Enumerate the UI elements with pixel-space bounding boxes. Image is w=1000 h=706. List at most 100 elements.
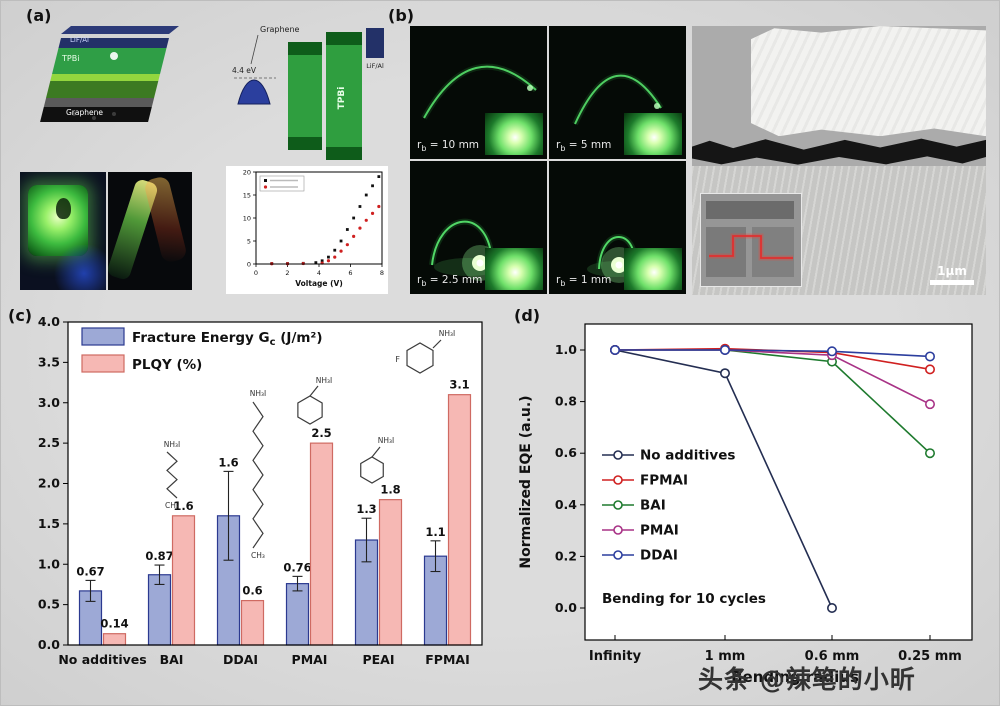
svg-text:NH₃I: NH₃I <box>316 376 332 385</box>
svg-text:1.1: 1.1 <box>425 525 445 539</box>
band-label-lif-al: LiF/Al <box>366 62 384 70</box>
d-ylabel: Normalized EQE (a.u.) <box>518 395 534 568</box>
bending-eqe-line-chart: 1.0 0.8 0.6 0.4 0.2 0.0 Infinity 1 mm 0.6 mm 0.25… <box>518 323 973 686</box>
svg-text:PMAI: PMAI <box>292 652 328 667</box>
svg-text:DDAI: DDAI <box>223 652 258 667</box>
svg-text:PLQY (%): PLQY (%) <box>132 357 202 373</box>
bend-radius-label: rb = 2.5 mm <box>417 273 483 288</box>
svg-text:FPMAI: FPMAI <box>425 652 469 667</box>
dirac-cone-shape <box>237 79 271 105</box>
svg-text:6: 6 <box>348 269 352 277</box>
sem-lower-layer <box>692 165 986 295</box>
bent-strip-glow <box>421 63 539 120</box>
fracture-plqy-bar-chart: 0.0 0.5 1.0 1.5 2.0 2.5 3.0 3.5 4.0 No additives B… <box>38 314 483 667</box>
svg-text:3.1: 3.1 <box>449 378 469 392</box>
device-photo-bent <box>108 172 192 290</box>
svg-text:Infinity: Infinity <box>589 649 642 664</box>
bend-radius-label: rb = 5 mm <box>556 138 612 153</box>
svg-text:0.25 mm: 0.25 mm <box>898 649 962 664</box>
el-emission-inset <box>485 113 543 155</box>
band-label-workfunction: 4.4 eV <box>232 66 257 75</box>
bent-device-photo-2p5mm: rb = 2.5 mm <box>410 161 547 294</box>
svg-text:0.6: 0.6 <box>242 584 262 598</box>
svg-text:1.6: 1.6 <box>173 499 193 513</box>
d-xlabel: Bending radius <box>731 668 859 686</box>
svg-text:1.0: 1.0 <box>38 556 60 571</box>
svg-text:PMAI: PMAI <box>640 523 679 539</box>
bent-device-photo-10mm: rb = 10 mm <box>410 26 547 159</box>
d-axes: 1.0 0.8 0.6 0.4 0.2 0.0 Infinity 1 mm 0.6 mm 0.25… <box>518 342 962 686</box>
svg-text:2.5: 2.5 <box>38 435 60 450</box>
panel-label-c: (c) <box>8 306 33 325</box>
watermark: 头条 @辣笔的小昕 <box>698 665 916 694</box>
d-legend: No additives FPMAI BAI PMAI DDAI <box>602 448 735 564</box>
svg-text:NH₃I: NH₃I <box>378 436 394 445</box>
jv-efficiency-mini-chart: 0 5 10 15 20 0 2 4 6 8 Voltage (V) <box>226 166 388 294</box>
c-bars: 0.67 0.87 1.6 0.76 1.3 1.1 0.14 1.6 0.6 2.5 1.8 3.1 <box>76 378 472 646</box>
panel-label-a: (a) <box>26 6 52 25</box>
c-axes: 0.0 0.5 1.0 1.5 2.0 2.5 3.0 3.5 4.0 No additives B… <box>38 314 470 667</box>
svg-text:1.8: 1.8 <box>380 483 400 497</box>
svg-text:2: 2 <box>285 269 289 277</box>
amber-reflection-streak <box>143 174 189 264</box>
jv-legend <box>259 175 305 192</box>
svg-text:2.5: 2.5 <box>311 426 331 440</box>
svg-text:0: 0 <box>247 261 251 269</box>
svg-text:10: 10 <box>243 215 251 223</box>
band-label-graphene: Graphene <box>260 25 300 34</box>
layer-label-lif-al: LiF/Al <box>70 36 89 44</box>
svg-text:FPMAI: FPMAI <box>640 473 688 489</box>
svg-text:PEAI: PEAI <box>362 652 394 667</box>
svg-text:CH₃: CH₃ <box>165 501 179 510</box>
sem-inset-micrograph <box>700 193 802 287</box>
d-annotation: Bending for 10 cycles <box>602 591 766 607</box>
el-emission-inset <box>624 113 682 155</box>
el-emission-inset <box>485 248 543 290</box>
svg-text:DDAI: DDAI <box>640 548 678 564</box>
panel-label-b: (b) <box>388 6 415 25</box>
d-series-lines <box>610 343 935 613</box>
svg-text:0.6 mm: 0.6 mm <box>805 649 860 664</box>
svg-text:No additives: No additives <box>58 652 146 667</box>
layer-label-tpbi: TPBi <box>61 54 79 63</box>
svg-text:0.67: 0.67 <box>76 564 104 578</box>
bent-device-photo-1mm: rb = 1 mm <box>549 161 686 294</box>
bent-device-photo-5mm: rb = 5 mm <box>549 26 686 159</box>
svg-text:0.4: 0.4 <box>555 497 577 512</box>
svg-text:No additives: No additives <box>640 448 735 464</box>
svg-text:0.8: 0.8 <box>555 394 577 409</box>
bulb-silhouette <box>56 197 72 219</box>
sem-cross-section: 1μm <box>692 26 986 295</box>
svg-text:15: 15 <box>243 192 251 200</box>
svg-text:1.5: 1.5 <box>38 516 60 531</box>
svg-text:BAI: BAI <box>160 652 184 667</box>
green-el-screen <box>27 184 88 256</box>
svg-text:0.6: 0.6 <box>555 445 577 460</box>
svg-text:20: 20 <box>243 169 251 177</box>
device-photo-emitting <box>20 172 106 290</box>
scale-bar: 1μm <box>930 264 974 285</box>
svg-text:0.14: 0.14 <box>100 617 128 631</box>
svg-text:0.87: 0.87 <box>145 549 173 563</box>
el-emission-inset <box>624 248 682 290</box>
svg-text:0.0: 0.0 <box>555 600 577 615</box>
bend-radius-label: rb = 10 mm <box>417 138 480 153</box>
svg-text:3.5: 3.5 <box>38 354 60 369</box>
scale-bar-label: 1μm <box>937 264 967 278</box>
sem-upper-layer <box>750 26 986 137</box>
svg-text:1.0: 1.0 <box>555 342 577 357</box>
layer-label-graphene: Graphene <box>66 108 103 117</box>
blue-glove-glow <box>51 245 106 290</box>
svg-text:NH₃I: NH₃I <box>439 329 455 338</box>
panel-label-d: (d) <box>514 306 541 325</box>
svg-text:4: 4 <box>317 269 321 277</box>
scale-bar-line <box>930 280 974 285</box>
svg-text:1.6: 1.6 <box>218 455 238 469</box>
svg-text:2.0: 2.0 <box>38 476 60 491</box>
molecule-structure-icons: NH₃I CH₃ NH₃I CH₃ NH₃I NH₃I F NH₃I <box>164 329 455 560</box>
svg-text:Fracture Energy Gc (J/m²): Fracture Energy Gc (J/m²) <box>132 330 323 348</box>
band-diagram: Graphene 4.4 eV TPBi LiF/Al <box>232 25 384 160</box>
svg-text:F: F <box>395 355 400 364</box>
device-stack-schematic: LiF/Al TPBi Graphene <box>40 26 179 122</box>
